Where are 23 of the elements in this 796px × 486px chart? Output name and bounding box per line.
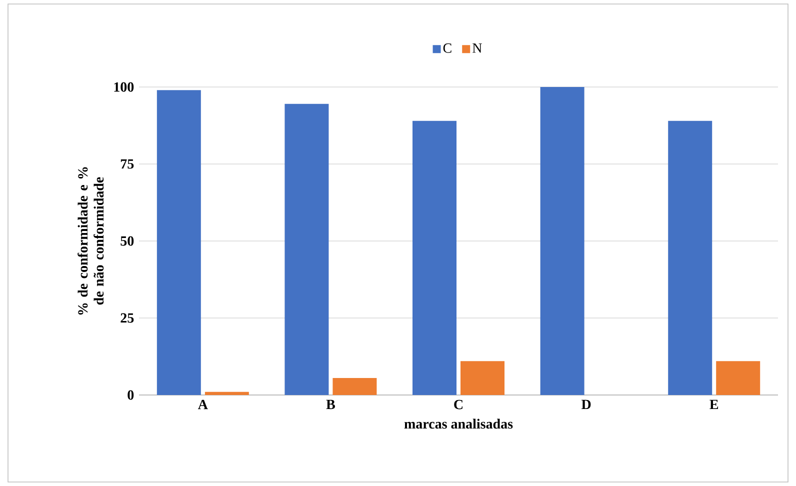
y-tick-label: 50 — [120, 236, 134, 246]
bar — [668, 120, 712, 395]
legend-label: N — [472, 43, 482, 53]
bar — [460, 361, 504, 395]
y-tick-label: 75 — [120, 159, 134, 169]
x-tick-label: D — [581, 400, 591, 410]
bar — [332, 378, 377, 395]
y-tick-label: 100 — [114, 82, 134, 92]
bar — [204, 392, 249, 395]
bar — [412, 120, 457, 395]
y-tick-label: 25 — [120, 313, 134, 323]
x-tick-label: C — [454, 400, 462, 410]
bar — [716, 361, 760, 395]
x-tick-label: E — [710, 400, 718, 410]
bar — [156, 90, 201, 395]
x-axis-title: marcas analisadas — [404, 418, 513, 429]
bar — [540, 86, 584, 395]
bar — [284, 104, 329, 395]
legend-label: C — [443, 43, 452, 53]
y-axis-title: % de conformidade e % de não conformidade — [78, 167, 104, 315]
y-tick-label: 0 — [128, 390, 134, 400]
x-tick-label: B — [326, 400, 335, 410]
x-tick-label: A — [198, 400, 208, 410]
